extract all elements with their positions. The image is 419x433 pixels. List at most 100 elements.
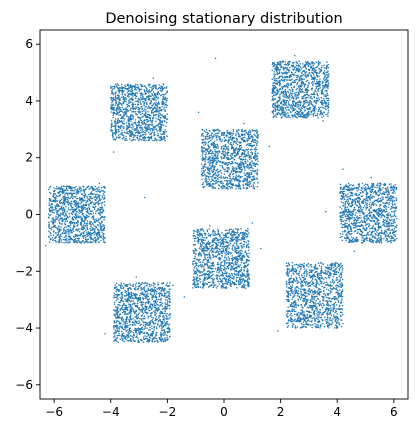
scatter-point bbox=[54, 240, 57, 242]
scatter-point bbox=[211, 175, 214, 178]
scatter-point bbox=[237, 132, 239, 134]
scatter-point bbox=[62, 213, 64, 216]
scatter-point bbox=[247, 228, 249, 230]
scatter-point bbox=[160, 301, 162, 303]
scatter-point bbox=[118, 121, 121, 123]
scatter-point bbox=[90, 210, 93, 212]
scatter-point bbox=[254, 159, 257, 161]
scatter-point bbox=[241, 232, 244, 234]
scatter-point bbox=[227, 141, 230, 144]
scatter-point bbox=[204, 175, 207, 177]
scatter-point bbox=[242, 187, 245, 189]
scatter-point bbox=[235, 176, 237, 178]
scatter-point bbox=[223, 168, 225, 171]
scatter-point bbox=[201, 146, 203, 149]
scatter-point bbox=[53, 225, 56, 228]
scatter-point bbox=[241, 175, 243, 178]
scatter-point bbox=[248, 138, 251, 140]
scatter-point bbox=[161, 302, 164, 305]
scatter-point bbox=[130, 307, 133, 310]
scatter-point bbox=[89, 213, 91, 215]
scatter-point bbox=[56, 185, 58, 188]
scatter-point bbox=[113, 303, 116, 305]
scatter-point bbox=[256, 136, 259, 138]
scatter-point bbox=[257, 141, 259, 143]
scatter-point bbox=[163, 318, 165, 320]
scatter-point bbox=[158, 109, 160, 111]
scatter-point bbox=[154, 309, 156, 312]
scatter-point bbox=[145, 285, 147, 287]
scatter-point bbox=[149, 119, 152, 121]
scatter-point bbox=[143, 310, 146, 312]
scatter-point bbox=[132, 139, 134, 141]
scatter-point bbox=[248, 252, 250, 254]
scatter-point bbox=[97, 218, 100, 220]
scatter-point bbox=[236, 168, 238, 171]
scatter-point bbox=[130, 291, 133, 294]
scatter-point bbox=[161, 293, 163, 295]
scatter-point bbox=[226, 232, 229, 235]
scatter-point bbox=[77, 214, 79, 216]
scatter-point bbox=[249, 148, 252, 151]
scatter-point bbox=[150, 308, 153, 311]
scatter-point bbox=[73, 241, 75, 244]
scatter-point bbox=[140, 338, 142, 341]
scatter-point bbox=[122, 117, 124, 119]
scatter-point bbox=[224, 155, 226, 157]
scatter-point bbox=[70, 229, 72, 231]
scatter-point bbox=[141, 291, 143, 293]
scatter-point bbox=[97, 212, 100, 214]
scatter-point bbox=[136, 127, 138, 130]
scatter-point bbox=[247, 282, 249, 285]
scatter-point bbox=[48, 235, 50, 237]
scatter-point bbox=[201, 261, 204, 264]
scatter-point bbox=[131, 303, 133, 306]
scatter-point bbox=[131, 297, 133, 299]
scatter-point bbox=[248, 154, 251, 156]
scatter-point bbox=[110, 126, 112, 129]
scatter-point bbox=[137, 97, 140, 100]
scatter-point bbox=[122, 87, 125, 89]
scatter-point bbox=[81, 209, 84, 212]
scatter-point bbox=[66, 210, 68, 213]
scatter-point bbox=[103, 225, 105, 227]
scatter-point bbox=[100, 198, 102, 201]
scatter-point bbox=[164, 307, 166, 309]
scatter-point bbox=[83, 221, 86, 223]
scatter-point bbox=[51, 205, 53, 208]
scatter-point bbox=[59, 189, 61, 191]
scatter-point bbox=[161, 100, 163, 103]
scatter-point bbox=[67, 203, 70, 206]
scatter-point bbox=[138, 285, 140, 288]
scatter-point bbox=[64, 226, 66, 228]
scatter-point bbox=[148, 139, 151, 142]
scatter-point bbox=[207, 169, 210, 171]
scatter-point bbox=[236, 143, 239, 146]
scatter-point bbox=[155, 333, 157, 335]
scatter-point bbox=[200, 229, 202, 232]
scatter-point bbox=[131, 285, 134, 287]
scatter-point bbox=[95, 190, 97, 193]
scatter-point bbox=[123, 118, 126, 120]
scatter-point bbox=[128, 96, 130, 98]
scatter-point bbox=[141, 306, 144, 308]
scatter-point bbox=[150, 110, 153, 112]
scatter-point bbox=[158, 308, 160, 310]
scatter-point bbox=[240, 164, 242, 167]
scatter-point bbox=[65, 214, 68, 217]
scatter-point bbox=[90, 223, 92, 226]
scatter-point bbox=[202, 181, 205, 184]
scatter-point bbox=[213, 251, 215, 253]
scatter-point bbox=[89, 241, 91, 244]
scatter-point bbox=[236, 287, 238, 289]
scatter-point bbox=[140, 286, 142, 289]
scatter-point bbox=[216, 269, 219, 272]
scatter-point bbox=[169, 316, 171, 319]
scatter-point bbox=[233, 277, 235, 280]
scatter-point bbox=[142, 133, 144, 136]
scatter-point bbox=[139, 299, 142, 301]
scatter-point bbox=[126, 89, 128, 91]
scatter-point bbox=[143, 90, 146, 93]
scatter-point bbox=[78, 231, 81, 233]
